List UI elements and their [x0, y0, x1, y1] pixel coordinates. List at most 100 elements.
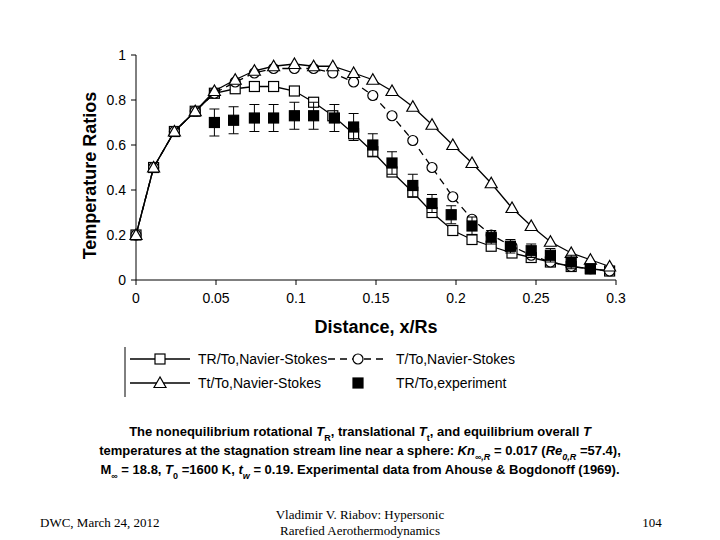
marker-circle	[427, 163, 437, 173]
marker-square	[131, 230, 141, 240]
error-cap	[545, 248, 555, 249]
x-tick	[536, 280, 537, 285]
error-cap	[269, 104, 279, 105]
error-cap	[486, 244, 496, 245]
x-tick	[456, 280, 457, 285]
y-tick-label: 0.8	[107, 92, 127, 108]
marker-filled-square	[467, 221, 477, 231]
x-tick	[136, 280, 137, 285]
caption-line: temperatures at the stagnation stream li…	[99, 443, 621, 462]
series-line	[136, 87, 610, 272]
marker-circle	[349, 77, 359, 87]
x-tick-label: 0.3	[606, 290, 626, 306]
error-cap	[229, 133, 239, 134]
error-bar	[229, 107, 239, 134]
marker-circle	[131, 230, 141, 240]
y-tick-label: 1	[118, 47, 126, 63]
marker-triangle	[229, 74, 241, 85]
legend: TR/To,Navier-Stokes T/To,Navier-Stokes Tt/…	[125, 347, 515, 397]
y-tick-label: 0	[118, 272, 126, 288]
marker-square	[467, 235, 477, 245]
marker-filled-square	[585, 264, 595, 274]
error-cap	[209, 109, 219, 110]
error-bar	[486, 231, 496, 245]
error-cap	[349, 140, 359, 141]
caption-segment: , translational	[331, 424, 419, 439]
error-cap	[309, 129, 319, 130]
marker-filled-square	[349, 122, 359, 132]
error-bar	[209, 109, 219, 136]
error-cap	[387, 174, 397, 175]
marker-triangle	[348, 67, 360, 78]
error-cap	[505, 253, 515, 254]
caption-segment: Re	[546, 443, 563, 458]
x-tick-label: 0	[132, 290, 140, 306]
y-tick-label: 0.4	[107, 182, 127, 198]
marker-triangle	[367, 74, 379, 85]
error-bar	[526, 244, 536, 258]
caption-segment: T	[583, 424, 592, 439]
marker-filled-square	[566, 257, 576, 267]
error-cap	[289, 129, 299, 130]
footer-right: 104	[642, 515, 662, 530]
legend-marker	[155, 354, 165, 364]
legend-label: T/To,Navier-Stokes	[396, 351, 515, 367]
series-2	[130, 58, 616, 271]
marker-filled-square	[545, 250, 555, 260]
caption-segment: , and equilibrium overall	[430, 424, 583, 439]
marker-filled-square	[427, 199, 437, 209]
marker-filled-square	[387, 158, 397, 168]
marker-triangle	[130, 229, 142, 240]
marker-triangle	[584, 254, 596, 265]
marker-triangle	[208, 85, 220, 96]
caption-segment: = 0.017 (	[490, 443, 546, 458]
error-cap	[566, 268, 576, 269]
error-cap	[289, 102, 299, 103]
error-bar	[269, 105, 279, 132]
caption-segment: =57.4),	[576, 443, 620, 458]
plot-area	[130, 58, 616, 276]
legend-label: Tt/To,Navier-Stokes	[198, 375, 321, 391]
error-bar	[249, 105, 259, 132]
error-cap	[229, 106, 239, 107]
caption-segment: ∞,R	[475, 452, 491, 462]
y-tick	[131, 145, 136, 146]
error-cap	[486, 230, 496, 231]
marker-filled-square	[209, 118, 219, 128]
y-tick-label: 0.2	[107, 227, 127, 243]
error-bar	[329, 105, 339, 132]
marker-triangle	[426, 119, 438, 130]
marker-filled-square	[408, 181, 418, 191]
error-cap	[408, 196, 418, 197]
x-tick-label: 0.1	[286, 290, 306, 306]
y-tick	[131, 100, 136, 101]
marker-circle	[408, 136, 418, 146]
footer-center: Vladimir V. Riabov: Hypersonic	[276, 507, 445, 522]
error-cap	[545, 262, 555, 263]
series-3	[209, 102, 595, 274]
marker-filled-square	[505, 241, 515, 251]
marker-circle	[368, 91, 378, 101]
legend-label: TR/To,Navier-Stokes	[198, 351, 327, 367]
marker-filled-square	[329, 113, 339, 123]
marker-circle	[149, 163, 159, 173]
marker-triangle	[248, 65, 260, 76]
marker-square	[289, 86, 299, 96]
marker-triangle	[485, 177, 497, 188]
error-cap	[249, 131, 259, 132]
marker-triangle	[168, 126, 180, 137]
error-cap	[526, 244, 536, 245]
error-bar	[585, 264, 595, 273]
error-cap	[427, 212, 437, 213]
caption-segment: temperatures at the stagnation stream li…	[99, 443, 457, 458]
x-axis-label: Distance, x/Rs	[314, 317, 437, 337]
marker-square	[269, 82, 279, 92]
legend-marker	[353, 354, 363, 364]
y-tick	[131, 280, 136, 281]
error-bar	[309, 102, 319, 129]
marker-filled-square	[309, 111, 319, 121]
caption-line: The nonequilibrium rotational TR, transl…	[129, 424, 592, 443]
x-tick-label: 0.2	[446, 290, 466, 306]
marker-triangle	[604, 261, 616, 272]
marker-filled-square	[526, 246, 536, 256]
